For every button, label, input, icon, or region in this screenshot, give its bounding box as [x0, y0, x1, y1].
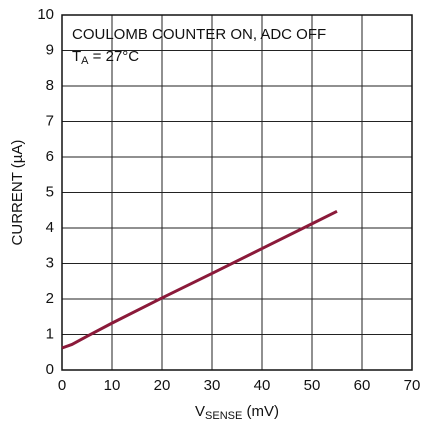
x-axis-label-part: V [195, 403, 205, 420]
annotation: COULOMB COUNTER ON, ADC OFF [72, 26, 326, 43]
annotation-part: A [81, 55, 89, 67]
annotation-part: T [72, 48, 81, 65]
y-tick-label: 8 [46, 77, 54, 94]
y-tick-label: 3 [46, 254, 54, 271]
plot-frame [61, 14, 413, 371]
y-tick-label: 9 [46, 41, 54, 58]
x-tick-label: 50 [304, 377, 321, 394]
y-tick-label: 2 [46, 290, 54, 307]
annotation-part: COULOMB COUNTER ON, ADC OFF [72, 26, 326, 43]
x-tick-label: 60 [354, 377, 371, 394]
data-line [61, 209, 338, 350]
y-tick-label: 6 [46, 148, 54, 165]
x-tick-label: 10 [104, 377, 121, 394]
y-tick-label: 10 [37, 6, 54, 23]
x-tick-label: 70 [404, 377, 421, 394]
x-axis-label-part: (mV) [242, 403, 279, 420]
x-axis-label: VSENSE (mV) [195, 403, 279, 422]
x-tick-label: 30 [204, 377, 221, 394]
x-tick-label: 0 [58, 377, 66, 394]
y-tick-label: 4 [46, 219, 54, 236]
annotation-part: = 27°C [89, 48, 140, 65]
y-tick-label: 1 [46, 325, 54, 342]
x-tick-label: 40 [254, 377, 271, 394]
x-axis-label-part: SENSE [205, 410, 242, 422]
annotation: TA = 27°C [72, 48, 139, 67]
y-tick-label: 0 [46, 361, 54, 378]
y-tick-label: 5 [46, 183, 54, 200]
x-tick-label: 20 [154, 377, 171, 394]
y-tick-label: 7 [46, 112, 54, 129]
y-axis-label: CURRENT (µA) [9, 140, 26, 246]
